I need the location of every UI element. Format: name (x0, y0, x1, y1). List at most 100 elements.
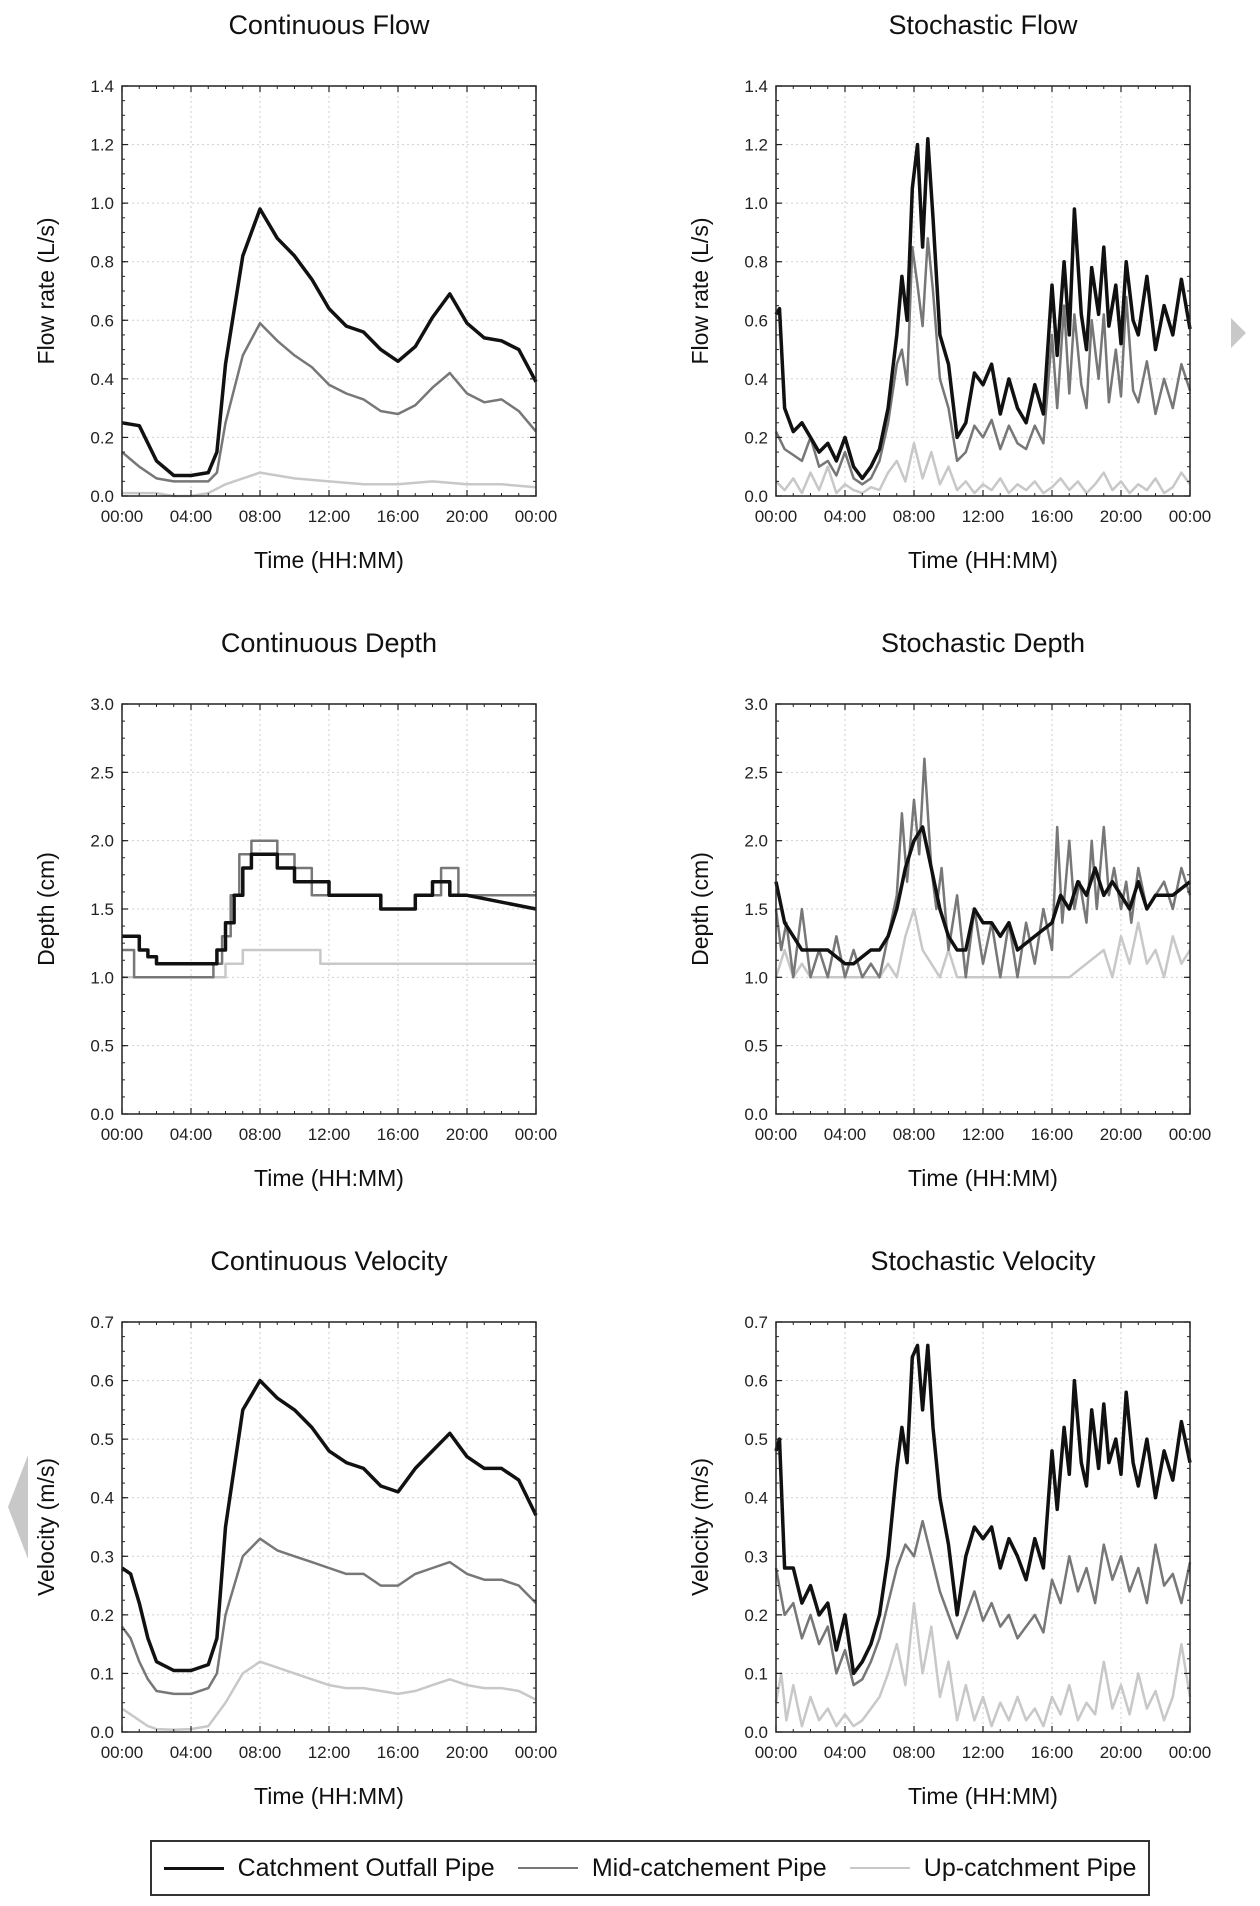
y-tick-label: 0.0 (744, 487, 768, 506)
series-line-up-catchment-pipe (121, 1660, 537, 1731)
y-tick-label: 0.3 (744, 1547, 768, 1566)
series-line-mid-catchement-pipe (121, 321, 537, 483)
y-tick-label: 0.1 (744, 1664, 768, 1683)
legend-swatch-outfall (163, 1866, 224, 1870)
x-tick-label: 04:00 (824, 507, 867, 526)
y-tick-label: 1.4 (744, 77, 768, 96)
y-axis-label: Flow rate (L/s) (687, 218, 713, 365)
y-tick-label: 0.5 (90, 1430, 114, 1449)
series-line-catchment-outfall-pipe (121, 1378, 538, 1673)
x-axis-label: Time (HH:MM) (908, 1783, 1058, 1809)
y-tick-label: 0.4 (90, 1489, 114, 1508)
legend-item-outfall: Catchment Outfall Pipe (163, 1854, 495, 1883)
y-tick-label: 2.0 (90, 832, 114, 851)
next-arrow-icon[interactable] (1231, 318, 1246, 348)
x-tick-label: 12:00 (962, 1743, 1005, 1762)
y-tick-label: 0.2 (90, 1606, 114, 1625)
y-tick-label: 1.5 (744, 900, 768, 919)
series-line-catchment-outfall-pipe (774, 825, 1192, 966)
x-axis-label: Time (HH:MM) (908, 547, 1058, 573)
legend-label-up: Up-catchment Pipe (923, 1853, 1137, 1882)
series-line-catchment-outfall-pipe (121, 207, 538, 478)
legend-swatch-up (849, 1867, 910, 1869)
series-line-up-catchment-pipe (122, 948, 536, 979)
x-tick-label: 00:00 (755, 1125, 798, 1144)
y-tick-label: 1.4 (90, 77, 114, 96)
y-tick-label: 0.7 (744, 1313, 768, 1332)
series-line-mid-catchement-pipe (774, 237, 1192, 486)
legend-swatch-mid (517, 1867, 578, 1869)
x-tick-label: 16:00 (1031, 1743, 1074, 1762)
x-tick-label: 08:00 (239, 1743, 282, 1762)
y-tick-label: 0.6 (90, 311, 114, 330)
y-tick-label: 0.4 (744, 1489, 768, 1508)
y-tick-label: 0.5 (90, 1037, 114, 1056)
y-tick-label: 1.5 (90, 900, 114, 919)
x-tick-label: 20:00 (1100, 1125, 1143, 1144)
x-tick-label: 00:00 (101, 507, 144, 526)
y-tick-label: 0.5 (744, 1037, 768, 1056)
legend-item-up: Up-catchment Pipe (849, 1853, 1137, 1883)
y-axis-label: Flow rate (L/s) (33, 218, 59, 365)
x-tick-label: 20:00 (446, 507, 489, 526)
y-tick-label: 0.6 (744, 1372, 768, 1391)
chart-title: Stochastic Depth (881, 628, 1085, 658)
x-tick-label: 20:00 (446, 1125, 489, 1144)
y-tick-label: 0.4 (90, 370, 114, 389)
y-tick-label: 1.2 (90, 136, 114, 155)
y-tick-label: 0.8 (744, 253, 768, 272)
x-tick-label: 20:00 (1100, 1743, 1143, 1762)
series-line-catchment-outfall-pipe (774, 1343, 1192, 1676)
x-tick-label: 12:00 (308, 507, 351, 526)
y-tick-label: 0.0 (90, 1723, 114, 1742)
y-tick-label: 0.0 (744, 1105, 768, 1124)
x-tick-label: 12:00 (308, 1125, 351, 1144)
x-axis-label: Time (HH:MM) (254, 1783, 404, 1809)
y-tick-label: 1.0 (90, 194, 114, 213)
x-tick-label: 20:00 (1100, 507, 1143, 526)
y-tick-label: 2.0 (744, 832, 768, 851)
x-tick-label: 16:00 (1031, 1125, 1074, 1144)
x-tick-label: 04:00 (824, 1743, 867, 1762)
x-tick-label: 04:00 (170, 1125, 213, 1144)
x-axis-label: Time (HH:MM) (254, 547, 404, 573)
y-tick-label: 0.6 (90, 1372, 114, 1391)
legend: Catchment Outfall Pipe Mid-catchement Pi… (150, 1840, 1150, 1896)
y-tick-label: 2.5 (744, 763, 768, 782)
y-tick-label: 1.2 (744, 136, 768, 155)
x-tick-label: 00:00 (1169, 507, 1212, 526)
y-tick-label: 0.3 (90, 1547, 114, 1566)
chart-panel-3: 0.0 0.5 1.0 1.5 2.0 2.5 3.0 00:00 04:00 08:00 12:0… (33, 628, 557, 1191)
x-tick-label: 00:00 (515, 1125, 558, 1144)
y-tick-label: 0.0 (90, 1105, 114, 1124)
chart-title: Continuous Flow (228, 10, 430, 40)
x-axis-label: Time (HH:MM) (908, 1165, 1058, 1191)
y-tick-label: 1.0 (744, 194, 768, 213)
chart-panel-6: 0.0 0.1 0.2 0.3 0.4 0.5 0.6 0.7 00:00 04:00 08:00 1… (687, 1246, 1211, 1809)
previous-arrow-icon[interactable] (8, 1455, 28, 1559)
x-tick-label: 08:00 (893, 1743, 936, 1762)
y-axis-label: Velocity (m/s) (33, 1458, 59, 1596)
x-tick-label: 08:00 (239, 1125, 282, 1144)
x-tick-label: 16:00 (377, 1125, 420, 1144)
x-tick-label: 12:00 (962, 507, 1005, 526)
x-tick-label: 20:00 (446, 1743, 489, 1762)
y-tick-label: 0.5 (744, 1430, 768, 1449)
x-tick-label: 08:00 (239, 507, 282, 526)
x-tick-label: 04:00 (170, 507, 213, 526)
y-tick-label: 0.1 (90, 1664, 114, 1683)
y-tick-label: 0.7 (90, 1313, 114, 1332)
y-tick-label: 0.0 (744, 1723, 768, 1742)
x-tick-label: 00:00 (1169, 1743, 1212, 1762)
x-tick-label: 04:00 (824, 1125, 867, 1144)
series-line-catchment-outfall-pipe (122, 852, 537, 966)
series-line-up-catchment-pipe (774, 1601, 1192, 1728)
chart-title: Stochastic Velocity (870, 1246, 1096, 1276)
x-tick-label: 00:00 (515, 507, 558, 526)
x-tick-label: 08:00 (893, 507, 936, 526)
x-tick-label: 08:00 (893, 1125, 936, 1144)
chart-title: Stochastic Flow (888, 10, 1078, 40)
series-line-mid-catchement-pipe (774, 1519, 1192, 1687)
legend-label-mid: Mid-catchement Pipe (591, 1853, 827, 1882)
